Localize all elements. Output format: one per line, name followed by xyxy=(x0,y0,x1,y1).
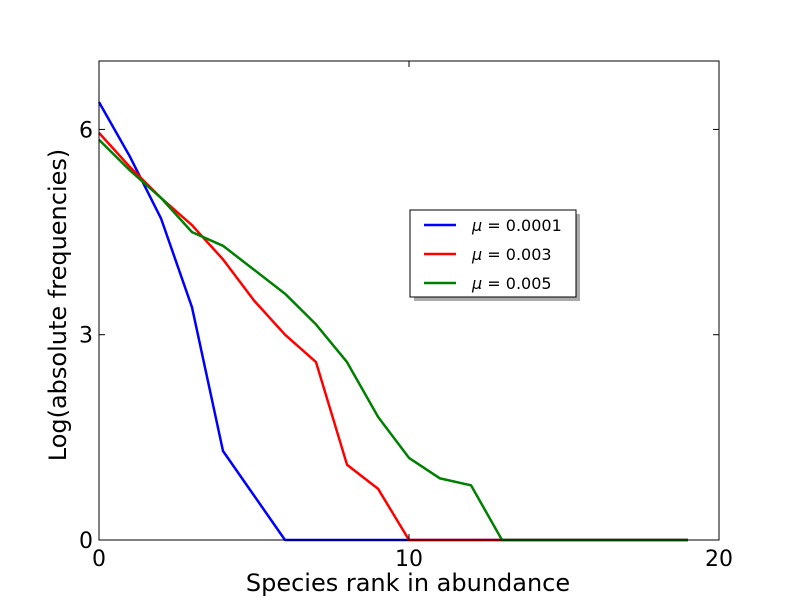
x-tick-label: 20 xyxy=(705,547,733,572)
y-axis-title: Log(absolute frequencies) xyxy=(44,149,72,462)
x-tick-label: 10 xyxy=(395,547,423,572)
legend-label-3: μ = 0.005 xyxy=(471,274,552,293)
legend-value: = 0.003 xyxy=(482,245,551,264)
y-tick-label: 0 xyxy=(79,529,93,554)
legend-symbol: μ xyxy=(471,274,482,293)
ticks-layer: 0 10 20 0 3 6 xyxy=(79,61,733,572)
legend-symbol: μ xyxy=(471,245,482,264)
legend-value: = 0.005 xyxy=(482,274,551,293)
plot-area xyxy=(99,61,719,540)
y-tick-label: 3 xyxy=(79,324,93,349)
x-tick-label: 0 xyxy=(92,547,106,572)
legend-symbol: μ xyxy=(471,216,482,235)
plot-frame xyxy=(98,60,720,541)
legend-label-2: μ = 0.003 xyxy=(471,245,552,264)
legend-label-1: μ = 0.0001 xyxy=(471,216,562,235)
x-axis-title: Species rank in abundance xyxy=(246,569,570,597)
legend-value: = 0.0001 xyxy=(482,216,562,235)
y-tick-label: 6 xyxy=(79,118,93,143)
